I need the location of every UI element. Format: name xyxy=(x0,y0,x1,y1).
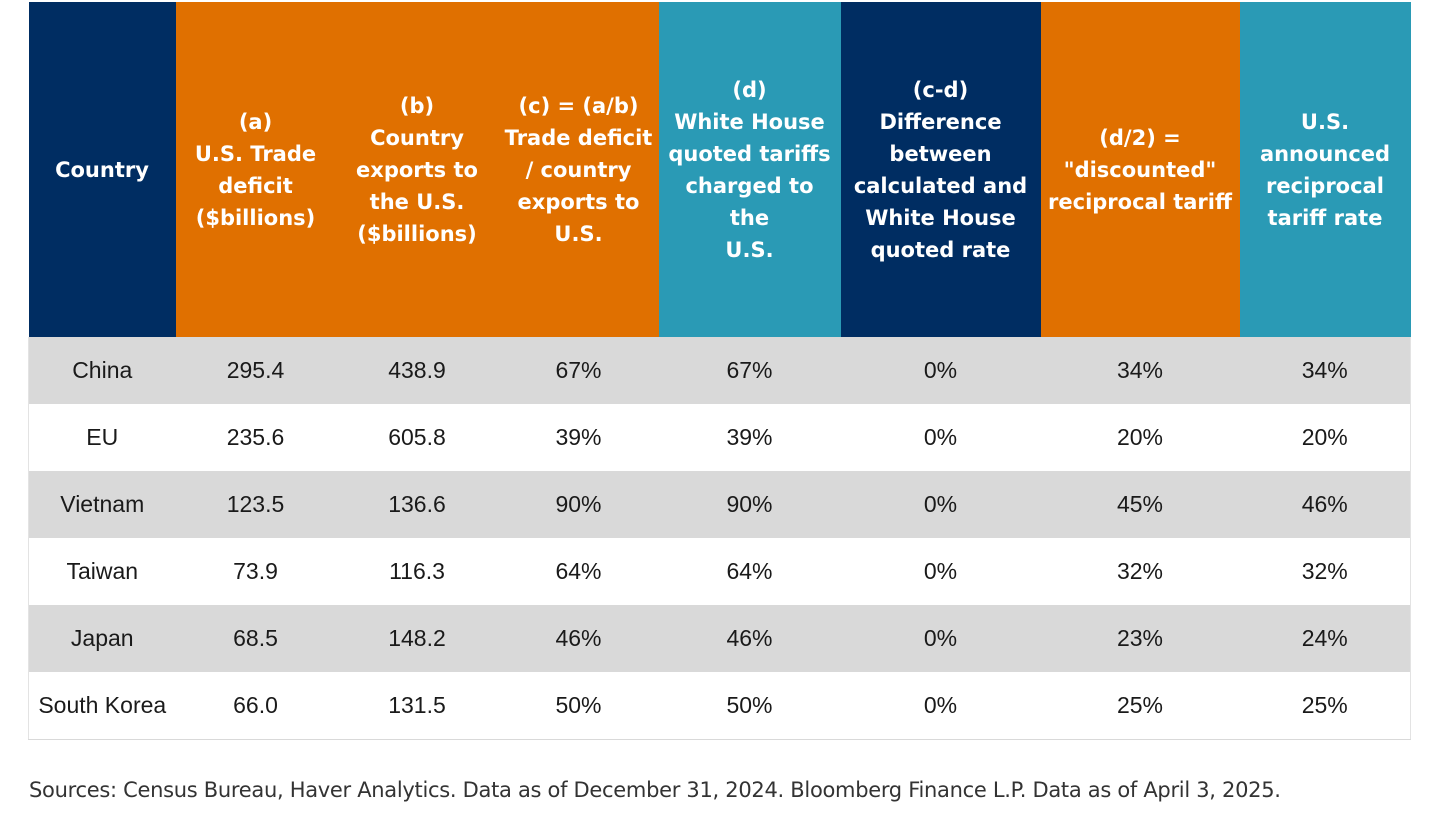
value-cell: 0% xyxy=(840,337,1041,404)
table-row: Japan 68.5 148.2 46% 46% 0% 23% 24% xyxy=(28,605,1411,672)
table-row: South Korea 66.0 131.5 50% 50% 0% 25% 25% xyxy=(28,672,1411,740)
table-row: EU 235.6 605.8 39% 39% 0% 20% 20% xyxy=(28,404,1411,471)
value-cell: 68.5 xyxy=(175,605,336,672)
value-cell: 438.9 xyxy=(335,337,499,404)
value-cell: 45% xyxy=(1040,471,1240,538)
country-cell: EU xyxy=(28,404,176,471)
value-cell: 32% xyxy=(1239,538,1411,605)
value-cell: 24% xyxy=(1239,605,1411,672)
value-cell: 131.5 xyxy=(335,672,499,740)
column-header: (a) U.S. Trade deficit ($billions) xyxy=(175,2,336,337)
country-cell: China xyxy=(28,337,176,404)
country-cell: Vietnam xyxy=(28,471,176,538)
value-cell: 0% xyxy=(840,672,1041,740)
column-header: (d/2) = "discounted" reciprocal tariff xyxy=(1040,2,1240,337)
table-row: Taiwan 73.9 116.3 64% 64% 0% 32% 32% xyxy=(28,538,1411,605)
column-header: (d) White House quoted tariffs charged t… xyxy=(658,2,841,337)
value-cell: 0% xyxy=(840,605,1041,672)
value-cell: 34% xyxy=(1239,337,1411,404)
value-cell: 73.9 xyxy=(175,538,336,605)
value-cell: 64% xyxy=(498,538,659,605)
value-cell: 605.8 xyxy=(335,404,499,471)
country-cell: Japan xyxy=(28,605,176,672)
value-cell: 0% xyxy=(840,538,1041,605)
column-header: Country xyxy=(28,2,176,337)
value-cell: 20% xyxy=(1040,404,1240,471)
table-row: Vietnam 123.5 136.6 90% 90% 0% 45% 46% xyxy=(28,471,1411,538)
value-cell: 90% xyxy=(658,471,841,538)
column-header: U.S. announced reciprocal tariff rate xyxy=(1239,2,1411,337)
value-cell: 66.0 xyxy=(175,672,336,740)
table-header: Country (a) U.S. Trade deficit ($billions… xyxy=(28,2,1411,337)
source-note: Sources: Census Bureau, Haver Analytics.… xyxy=(29,778,1281,802)
column-header: (b) Country exports to the U.S. ($billio… xyxy=(335,2,499,337)
value-cell: 295.4 xyxy=(175,337,336,404)
value-cell: 46% xyxy=(1239,471,1411,538)
value-cell: 23% xyxy=(1040,605,1240,672)
value-cell: 46% xyxy=(658,605,841,672)
value-cell: 0% xyxy=(840,471,1041,538)
value-cell: 50% xyxy=(658,672,841,740)
value-cell: 123.5 xyxy=(175,471,336,538)
value-cell: 64% xyxy=(658,538,841,605)
table-row: China 295.4 438.9 67% 67% 0% 34% 34% xyxy=(28,337,1411,404)
value-cell: 20% xyxy=(1239,404,1411,471)
value-cell: 39% xyxy=(498,404,659,471)
value-cell: 148.2 xyxy=(335,605,499,672)
column-header: (c-d) Difference between calculated and … xyxy=(840,2,1041,337)
value-cell: 34% xyxy=(1040,337,1240,404)
country-cell: South Korea xyxy=(28,672,176,740)
column-header: (c) = (a/b) Trade deficit / country expo… xyxy=(498,2,659,337)
value-cell: 50% xyxy=(498,672,659,740)
tariff-table: Country (a) U.S. Trade deficit ($billions… xyxy=(28,2,1411,740)
value-cell: 116.3 xyxy=(335,538,499,605)
value-cell: 25% xyxy=(1239,672,1411,740)
value-cell: 0% xyxy=(840,404,1041,471)
value-cell: 90% xyxy=(498,471,659,538)
value-cell: 67% xyxy=(498,337,659,404)
value-cell: 67% xyxy=(658,337,841,404)
value-cell: 32% xyxy=(1040,538,1240,605)
header-row: Country (a) U.S. Trade deficit ($billions… xyxy=(28,2,1411,337)
value-cell: 46% xyxy=(498,605,659,672)
table-body: China 295.4 438.9 67% 67% 0% 34% 34% EU 235.6 605.… xyxy=(28,337,1411,740)
value-cell: 39% xyxy=(658,404,841,471)
country-cell: Taiwan xyxy=(28,538,176,605)
value-cell: 25% xyxy=(1040,672,1240,740)
value-cell: 136.6 xyxy=(335,471,499,538)
value-cell: 235.6 xyxy=(175,404,336,471)
